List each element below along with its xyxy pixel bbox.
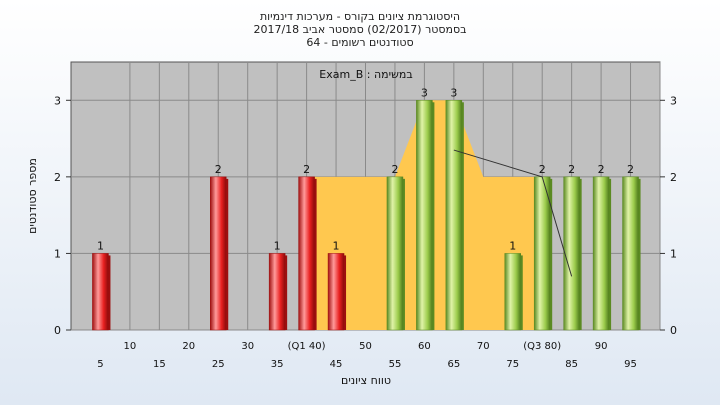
x-tick-label-15: 15 xyxy=(153,359,166,370)
chart-title-line-3: סטודנטים רשומים - 64 xyxy=(306,36,414,49)
bar-side xyxy=(343,255,347,330)
bar-value-label-80: 2 xyxy=(539,163,546,176)
bar-value-label-60: 3 xyxy=(421,86,428,99)
bar-90 xyxy=(592,176,610,331)
x-tick-label-10: 10 xyxy=(124,341,137,352)
bar-side xyxy=(225,178,229,330)
bar-value-label-5: 1 xyxy=(97,239,104,252)
bar-85 xyxy=(563,176,580,331)
x-axis-label: טווח ציונים xyxy=(341,374,391,387)
bar-side xyxy=(107,255,111,330)
bar-value-label-85: 2 xyxy=(568,163,575,176)
x-tick-label-35: 35 xyxy=(271,359,284,370)
y-axis-label: מספר סטודנטים xyxy=(26,158,39,234)
x-tick-label-5: 5 xyxy=(97,359,103,370)
bar-55 xyxy=(386,176,404,331)
x-tick-label-25: 25 xyxy=(212,359,225,370)
bar-value-label-95: 2 xyxy=(627,163,634,176)
bar-side xyxy=(284,255,288,330)
bar-value-label-65: 3 xyxy=(450,86,457,99)
x-tick-label-95: 95 xyxy=(624,359,637,370)
chart-title-line-1: היסטוגרמת ציונים בקורס - מערכות דינמיות xyxy=(259,10,461,23)
y-tick-label-right: 0 xyxy=(670,324,677,337)
y-tick-label-right: 3 xyxy=(670,94,677,107)
bar-side xyxy=(519,255,523,330)
bar-60 xyxy=(416,100,433,331)
bar-side xyxy=(401,178,405,330)
bar-side xyxy=(608,178,612,330)
bar-value-label-25: 2 xyxy=(215,163,222,176)
bar-value-label-35: 1 xyxy=(274,239,281,252)
bar-value-label-75: 1 xyxy=(509,239,516,252)
bar-side xyxy=(431,102,435,331)
bar-side xyxy=(460,102,464,331)
bar-80 xyxy=(533,176,551,331)
bar-value-label-45: 1 xyxy=(333,239,340,252)
x-tick-label-40: (Q1 40) xyxy=(288,341,326,352)
bar-25 xyxy=(210,176,227,331)
bar-value-label-90: 2 xyxy=(598,163,605,176)
y-tick-label-left: 3 xyxy=(54,94,61,107)
y-tick-label-left: 1 xyxy=(54,247,61,260)
bar-45 xyxy=(327,253,345,331)
x-tick-label-85: 85 xyxy=(565,359,578,370)
bar-value-label-40: 2 xyxy=(303,163,310,176)
bar-5 xyxy=(92,253,109,331)
y-tick-label-right: 2 xyxy=(670,171,677,184)
chart-title-line-2: בסמסטר (02/2017) סמסטר אביב 2017/18 xyxy=(253,23,467,36)
bar-40 xyxy=(298,176,315,331)
y-tick-label-right: 1 xyxy=(670,247,677,260)
bar-value-label-55: 2 xyxy=(391,163,398,176)
x-tick-label-60: 60 xyxy=(418,341,431,352)
whisker-line xyxy=(453,149,573,277)
x-tick-label-80: (Q3 80) xyxy=(523,341,561,352)
bar-side xyxy=(549,178,553,330)
bar-75 xyxy=(504,253,521,331)
bar-65 xyxy=(445,100,463,331)
y-tick-label-left: 0 xyxy=(54,324,61,337)
y-tick-label-left: 2 xyxy=(54,171,61,184)
bar-side xyxy=(637,178,641,330)
bar-side xyxy=(578,178,582,330)
x-tick-label-50: 50 xyxy=(359,341,372,352)
x-tick-label-70: 70 xyxy=(477,341,490,352)
bar-side xyxy=(313,178,317,330)
plot-subtitle: במשימה : Exam_B xyxy=(319,68,412,81)
x-tick-label-20: 20 xyxy=(182,341,195,352)
x-tick-label-65: 65 xyxy=(447,359,460,370)
x-tick-label-55: 55 xyxy=(389,359,402,370)
x-tick-label-45: 45 xyxy=(330,359,343,370)
x-tick-label-30: 30 xyxy=(241,341,254,352)
bar-95 xyxy=(622,176,639,331)
bar-35 xyxy=(268,253,286,331)
x-tick-label-90: 90 xyxy=(595,341,608,352)
x-tick-label-75: 75 xyxy=(506,359,519,370)
